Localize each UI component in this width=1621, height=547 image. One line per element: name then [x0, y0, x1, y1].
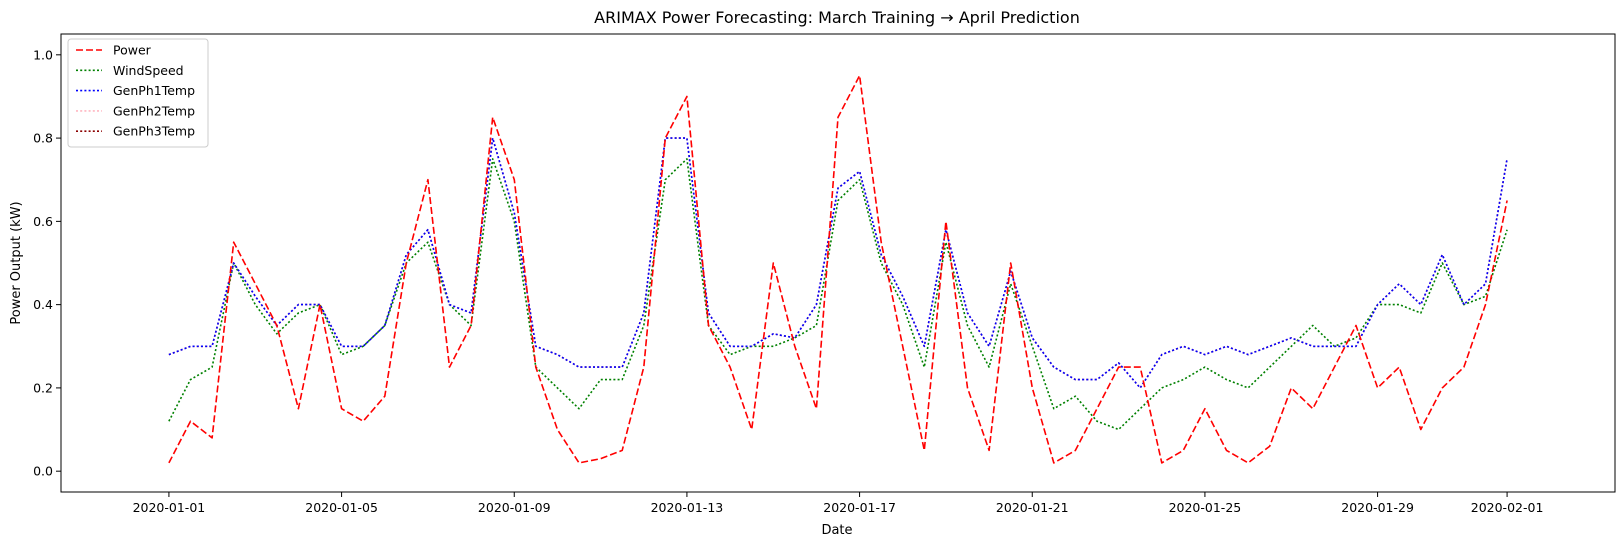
x-tick-label: 2020-01-01 — [133, 500, 206, 515]
x-tick-label: 2020-01-25 — [1169, 500, 1242, 515]
y-axis-label: Power Output (kW) — [9, 201, 24, 324]
x-tick-label: 2020-01-09 — [478, 500, 551, 515]
series-line-windspeed — [168, 158, 1508, 431]
x-tick-label: 2020-01-29 — [1341, 500, 1414, 515]
y-tick-label: 0.4 — [33, 297, 53, 312]
y-tick-label: 0.0 — [33, 464, 53, 479]
legend-label-power: Power — [113, 43, 152, 58]
legend: Power WindSpeed GenPh1Temp GenPh2Temp GenPh3… — [67, 38, 209, 148]
x-axis: 2020-01-01 2020-01-05 2020-01-09 2020-01-13… — [133, 492, 1544, 515]
chart-title: ARIMAX Power Forecasting: March Training… — [594, 8, 1080, 27]
x-axis-label: Date — [821, 523, 852, 538]
x-tick-label: 2020-02-01 — [1471, 500, 1544, 515]
legend-label-windspeed: WindSpeed — [113, 63, 184, 78]
series-line-power — [168, 74, 1508, 464]
y-tick-label: 0.8 — [33, 131, 53, 146]
y-tick-label: 0.2 — [33, 380, 53, 395]
plot-area — [60, 33, 1616, 493]
series-layer — [168, 74, 1508, 464]
legend-label-genph2temp: GenPh2Temp — [113, 103, 195, 118]
x-tick-label: 2020-01-13 — [651, 500, 724, 515]
series-line-genph1temp — [168, 137, 1508, 389]
y-tick-label: 0.6 — [33, 214, 53, 229]
legend-label-genph1temp: GenPh1Temp — [113, 83, 195, 98]
x-tick-label: 2020-01-17 — [823, 500, 896, 515]
y-tick-label: 1.0 — [33, 47, 53, 62]
y-axis: 0.0 0.2 0.4 0.6 0.8 1.0 — [33, 47, 61, 479]
x-tick-label: 2020-01-05 — [305, 500, 378, 515]
legend-box — [67, 38, 209, 148]
plot-frame — [60, 33, 1616, 493]
x-tick-label: 2020-01-21 — [996, 500, 1069, 515]
legend-label-genph3temp: GenPh3Temp — [113, 124, 195, 139]
